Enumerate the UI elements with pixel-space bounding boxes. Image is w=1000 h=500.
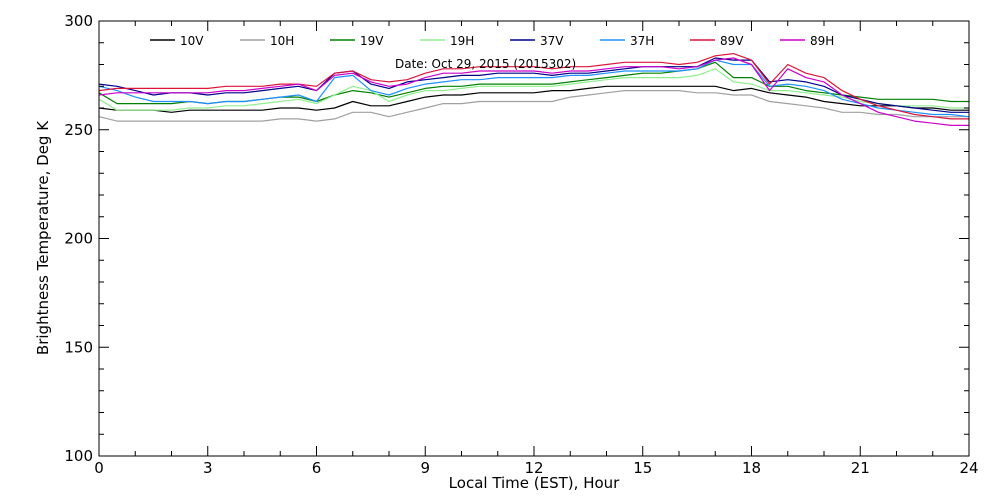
x-tick-label: 21 (851, 459, 870, 477)
legend-label-19h: 19H (450, 34, 474, 48)
series-line-89v (98, 52, 969, 120)
legend-label-10h: 10H (270, 34, 294, 48)
y-tick-label: 300 (64, 12, 93, 30)
y-tick-label: 150 (64, 338, 93, 356)
series-line-37v (98, 57, 969, 113)
series-line-37h (98, 59, 970, 118)
y-tick-label: 100 (64, 447, 93, 465)
series-line-89h (98, 57, 969, 127)
legend-label-89v: 89V (720, 34, 744, 48)
x-tick-label: 9 (420, 459, 430, 477)
series-line-19h (98, 68, 969, 111)
legend: 10V 10H 19V 19H 37V 37H 89V 89H (150, 34, 834, 48)
legend-label-37v: 37V (540, 34, 564, 48)
legend-label-89h: 89H (810, 34, 834, 48)
x-axis-title: Local Time (EST), Hour (449, 474, 620, 492)
series-layer (98, 52, 970, 127)
x-tick-label: 12 (524, 459, 543, 477)
x-tick-label: 15 (633, 459, 652, 477)
series-line-10v (98, 85, 969, 113)
tick-layer: 0 3 6 9 12 15 18 21 24 100 150 200 250 300 (64, 12, 978, 477)
y-axis-title: Brightness Temperature, Deg K (34, 120, 52, 355)
chart-annotation: Date: Oct 29, 2015 (2015302) (395, 57, 576, 71)
legend-label-19v: 19V (360, 34, 384, 48)
legend-label-37h: 37H (630, 34, 654, 48)
y-tick-label: 200 (64, 230, 93, 248)
x-tick-label: 3 (203, 459, 213, 477)
x-tick-label: 24 (959, 459, 978, 477)
x-tick-label: 6 (312, 459, 322, 477)
x-tick-label: 0 (94, 459, 104, 477)
x-tick-label: 18 (742, 459, 761, 477)
series-line-10h (98, 89, 969, 122)
legend-label-10v: 10V (180, 34, 204, 48)
y-tick-label: 250 (64, 121, 93, 139)
